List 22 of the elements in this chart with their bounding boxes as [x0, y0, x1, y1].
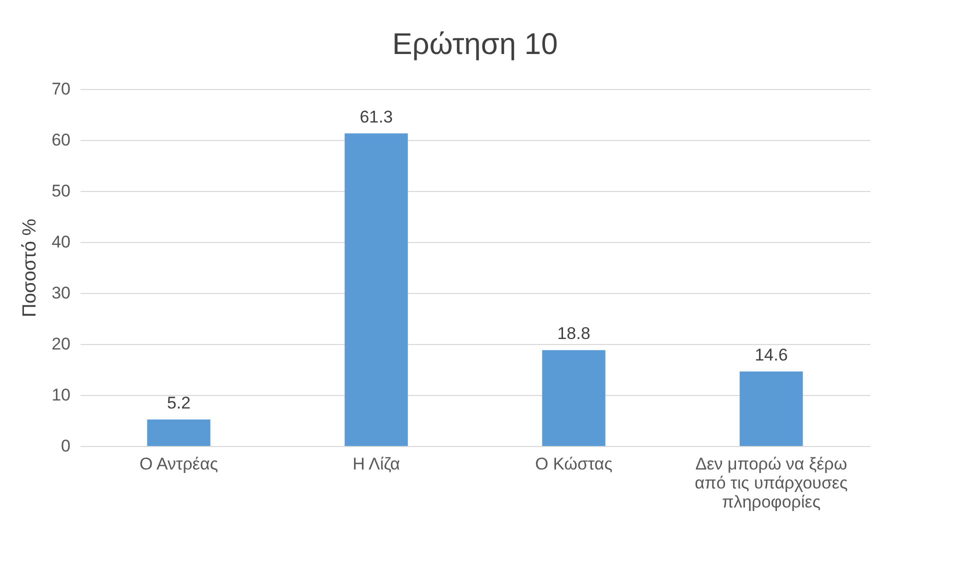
- y-tick-label: 60: [52, 130, 70, 150]
- data-label: 61.3: [360, 107, 393, 126]
- y-tick-label: 20: [52, 334, 70, 354]
- data-label: 14.6: [754, 346, 788, 365]
- bar: [740, 372, 803, 446]
- bar: [344, 133, 408, 446]
- y-tick-label: 40: [52, 232, 70, 252]
- data-label: 5.2: [166, 393, 191, 412]
- y-tick-label: 70: [52, 80, 70, 98]
- data-label: 18.8: [557, 324, 590, 344]
- x-tick-label: Ο Αντρέας: [139, 454, 218, 474]
- y-tick-label: 50: [52, 182, 70, 200]
- x-tick-label: Ο Κώστας: [535, 454, 612, 474]
- y-tick-label: 30: [52, 284, 70, 302]
- bar: [147, 419, 210, 446]
- x-tick-label: Η Λίζα: [352, 454, 400, 474]
- bar: [542, 350, 606, 446]
- y-tick-label: 0: [61, 436, 70, 456]
- chart-title: Ερώτηση 10: [392, 28, 558, 61]
- y-axis-title: Ποσοστό %: [20, 218, 41, 318]
- y-tick-label: 10: [52, 386, 70, 404]
- x-tick-label: Δεν μπορώ να ξέρω από τις υπάρχουσες πληροφορίες: [694, 454, 848, 512]
